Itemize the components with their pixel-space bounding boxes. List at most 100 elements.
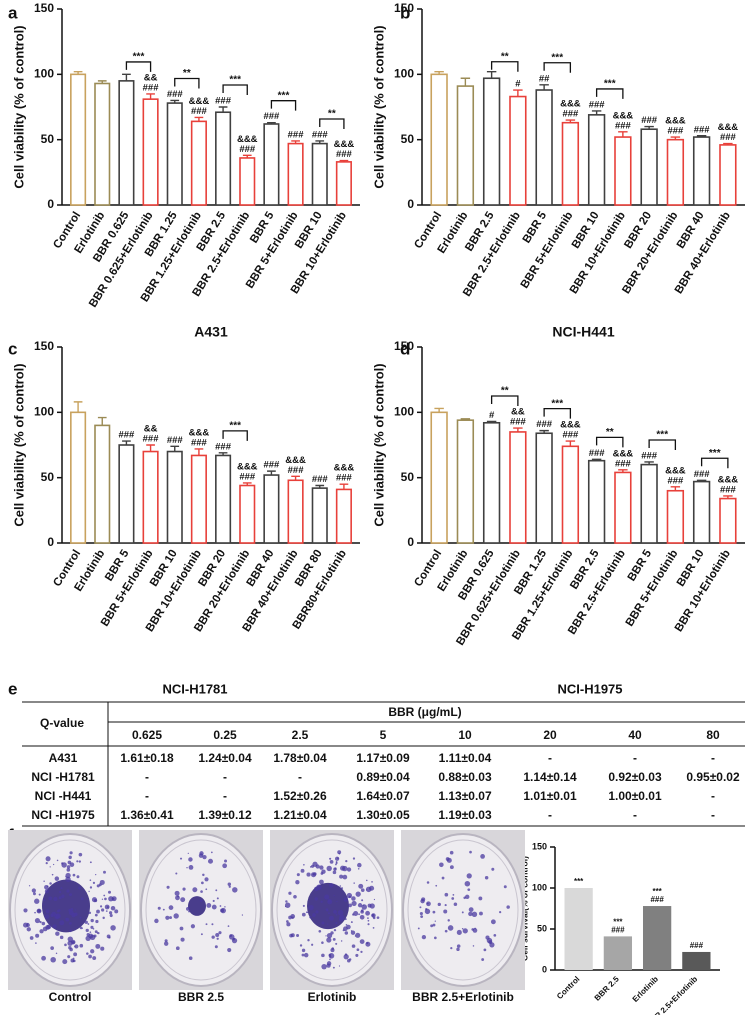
- colony: [64, 943, 67, 947]
- colony: [69, 851, 73, 855]
- bar: [70, 73, 87, 206]
- colony: [175, 872, 178, 875]
- error-bar: [97, 80, 107, 84]
- significance-bracket: [319, 118, 345, 129]
- colony: [461, 927, 464, 930]
- colony: [23, 908, 28, 913]
- colony: [70, 907, 74, 911]
- bar: [509, 95, 527, 206]
- significance-label: ###: [118, 430, 135, 441]
- error-bar: [696, 135, 707, 138]
- colony: [345, 860, 348, 863]
- colony: [328, 953, 332, 957]
- colony: [449, 865, 454, 870]
- colony: [89, 861, 92, 864]
- colony: [360, 888, 365, 893]
- error-bar: [539, 429, 549, 434]
- colony: [216, 897, 219, 900]
- bar: [614, 471, 632, 544]
- colony: [66, 889, 70, 893]
- x-tick-label: Control: [555, 975, 581, 1001]
- colony: [54, 876, 60, 881]
- significance-bracket: [270, 100, 297, 111]
- colony: [228, 885, 231, 888]
- colony: [188, 956, 193, 960]
- colony: [360, 950, 363, 954]
- colony: [419, 906, 422, 909]
- error-bar: [591, 110, 602, 115]
- significance-bracket: [490, 395, 519, 407]
- colony: [339, 874, 344, 879]
- colony: [284, 905, 287, 908]
- table-cell: 0.95±0.02: [686, 770, 740, 784]
- colony: [302, 904, 305, 907]
- significance-label: &&&: [665, 465, 686, 476]
- colony: [186, 866, 188, 869]
- colony: [44, 884, 49, 890]
- colony: [305, 911, 308, 914]
- error-bar: [97, 416, 107, 426]
- colony: [68, 855, 72, 860]
- error-bar: [565, 440, 576, 447]
- y-tick-label: 100: [394, 67, 414, 81]
- colony: [420, 898, 425, 904]
- colony: [326, 937, 332, 943]
- significance-label: &&&: [237, 134, 258, 145]
- significance-label: #: [489, 410, 495, 421]
- colony: [199, 899, 203, 903]
- colony: [469, 850, 472, 854]
- colony: [46, 885, 49, 888]
- significance-label: &&: [144, 424, 158, 435]
- y-tick-label: 100: [34, 405, 54, 419]
- colony: [372, 916, 376, 920]
- error-bar: [670, 136, 681, 140]
- colony: [28, 885, 31, 887]
- colony: [51, 873, 54, 876]
- table-heading: NCI-H1975: [557, 681, 622, 696]
- colony: [99, 879, 105, 885]
- colony-cluster: [42, 879, 90, 933]
- colony: [358, 913, 360, 916]
- colony: [340, 865, 346, 871]
- colony: [65, 876, 71, 883]
- colony: [371, 913, 376, 918]
- table-cell: -: [548, 751, 552, 765]
- table-cell: 1.11±0.04: [439, 751, 492, 765]
- bar: [215, 111, 232, 206]
- error-bar: [146, 444, 155, 452]
- colony: [60, 887, 63, 890]
- y-axis-label: Cell viability (% of control): [371, 25, 386, 188]
- colony: [44, 889, 49, 894]
- error-bar: [267, 470, 276, 476]
- significance-label: &&&: [189, 96, 210, 107]
- error-bar: [434, 71, 444, 75]
- colony: [312, 913, 316, 917]
- significance-label: ###: [589, 99, 606, 110]
- colony: [95, 919, 99, 924]
- colony: [205, 923, 208, 926]
- colony: [57, 881, 60, 884]
- colony: [100, 946, 105, 951]
- significance-label: **: [183, 68, 191, 79]
- colony: [365, 886, 372, 893]
- colony: [65, 876, 67, 878]
- colony: [354, 935, 357, 937]
- error-bar: [122, 440, 131, 445]
- colony: [44, 914, 50, 919]
- x-tick-label: BBR 5: [521, 209, 550, 245]
- significance-label: ###: [720, 484, 737, 495]
- significance-label: ###: [510, 417, 527, 428]
- colony: [357, 862, 362, 868]
- colony: [289, 933, 293, 938]
- colony: [200, 933, 203, 936]
- colony: [361, 899, 364, 902]
- colony: [444, 929, 448, 933]
- error-bar: [670, 486, 681, 491]
- table-column-header: 2.5: [292, 728, 309, 742]
- significance-bracket: [543, 62, 572, 73]
- colony: [188, 864, 194, 870]
- colony: [463, 896, 466, 900]
- colony: [371, 881, 373, 883]
- colony: [85, 935, 91, 942]
- table-row-header: NCI -H1781: [31, 770, 95, 784]
